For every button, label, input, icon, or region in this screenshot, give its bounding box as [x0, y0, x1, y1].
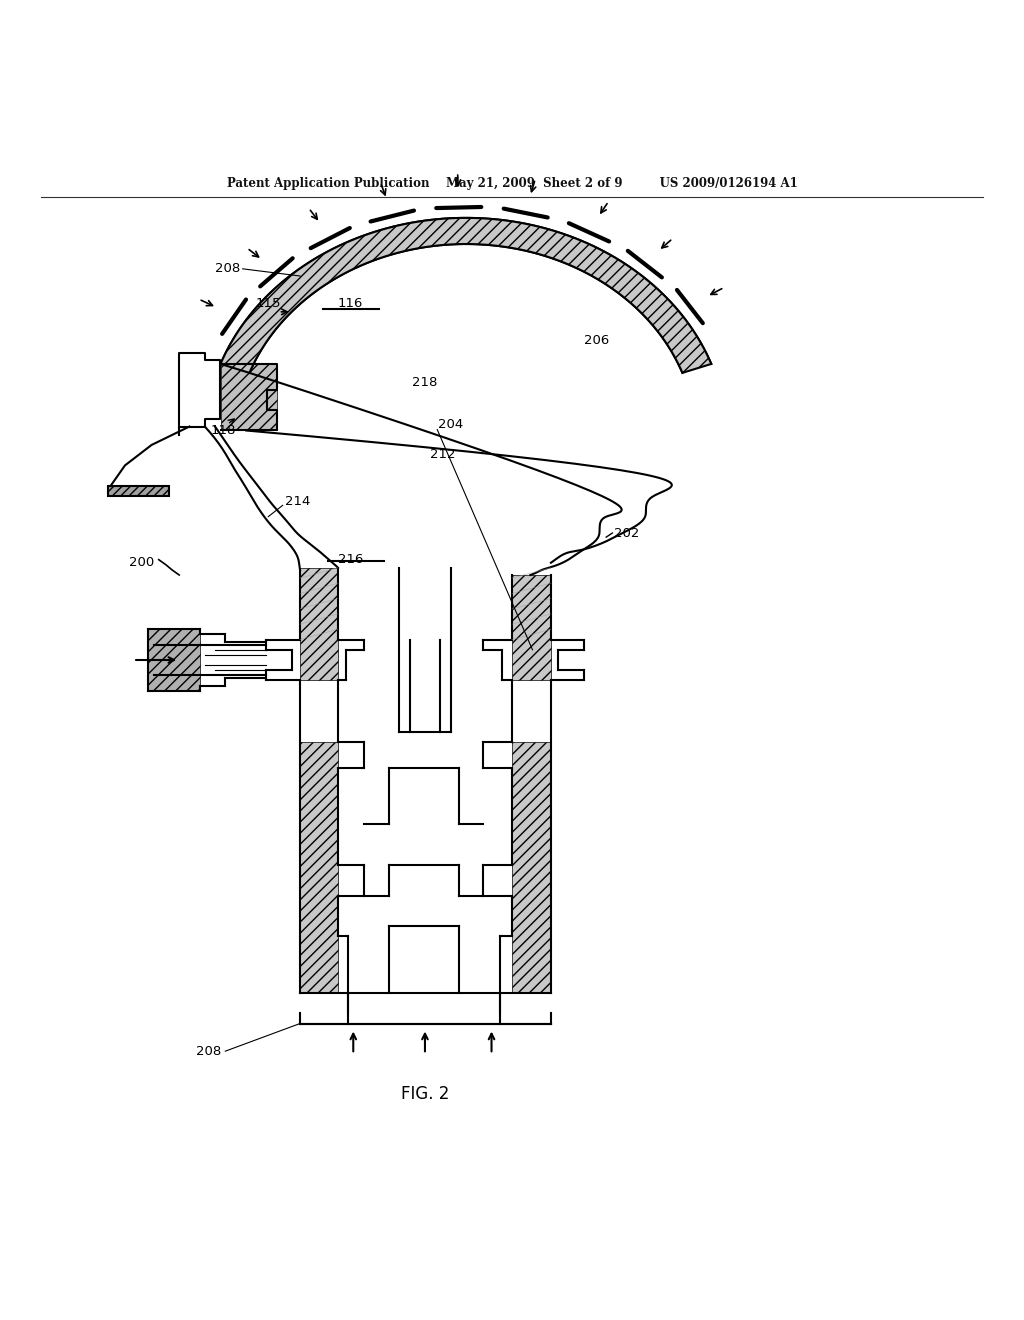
Text: Patent Application Publication    May 21, 2009  Sheet 2 of 9         US 2009/012: Patent Application Publication May 21, 2… [226, 177, 798, 190]
Text: 202: 202 [614, 527, 640, 540]
Polygon shape [220, 364, 276, 430]
Text: 218: 218 [413, 376, 437, 389]
Text: 208: 208 [215, 263, 240, 276]
Text: 204: 204 [438, 418, 464, 430]
Text: 214: 214 [285, 495, 310, 508]
Text: 208: 208 [196, 1044, 221, 1057]
Polygon shape [512, 742, 551, 993]
Text: 206: 206 [584, 334, 609, 347]
Text: 216: 216 [338, 553, 362, 566]
Polygon shape [512, 576, 551, 681]
Text: 118: 118 [211, 424, 236, 437]
Text: 116: 116 [338, 297, 362, 310]
Polygon shape [148, 630, 200, 690]
Text: FIG. 2: FIG. 2 [400, 1085, 450, 1104]
Polygon shape [300, 568, 338, 681]
Text: 200: 200 [129, 556, 154, 569]
Polygon shape [220, 218, 712, 372]
Text: 212: 212 [430, 447, 455, 461]
Polygon shape [300, 742, 338, 993]
Text: 115: 115 [256, 297, 281, 310]
Polygon shape [108, 486, 169, 496]
